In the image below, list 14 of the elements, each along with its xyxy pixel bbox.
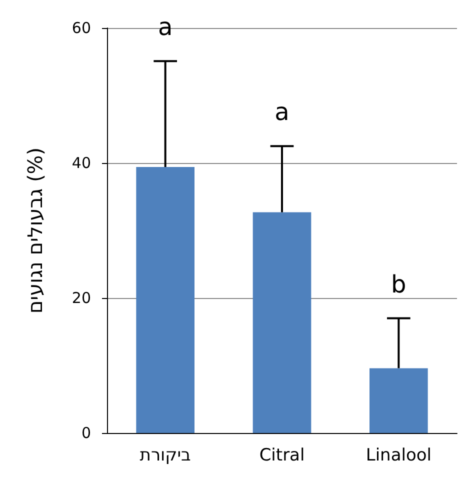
y-tick-label: 20 [72,289,91,307]
y-axis-title: גבעולים נגועים (%) [23,147,47,314]
y-tick-label: 40 [72,154,91,172]
x-tick-label: ביקורת [140,446,192,466]
y-tick-label: 60 [72,19,91,37]
bar [370,368,428,433]
annotation: b [391,270,406,298]
annotation: a [274,98,290,126]
x-tick-label: Linalool [366,446,432,466]
annotation: a [158,13,173,42]
bar [136,167,194,433]
y-tick-label: 0 [81,424,91,442]
x-tick-label: Citral [259,446,305,466]
bar [252,212,312,433]
